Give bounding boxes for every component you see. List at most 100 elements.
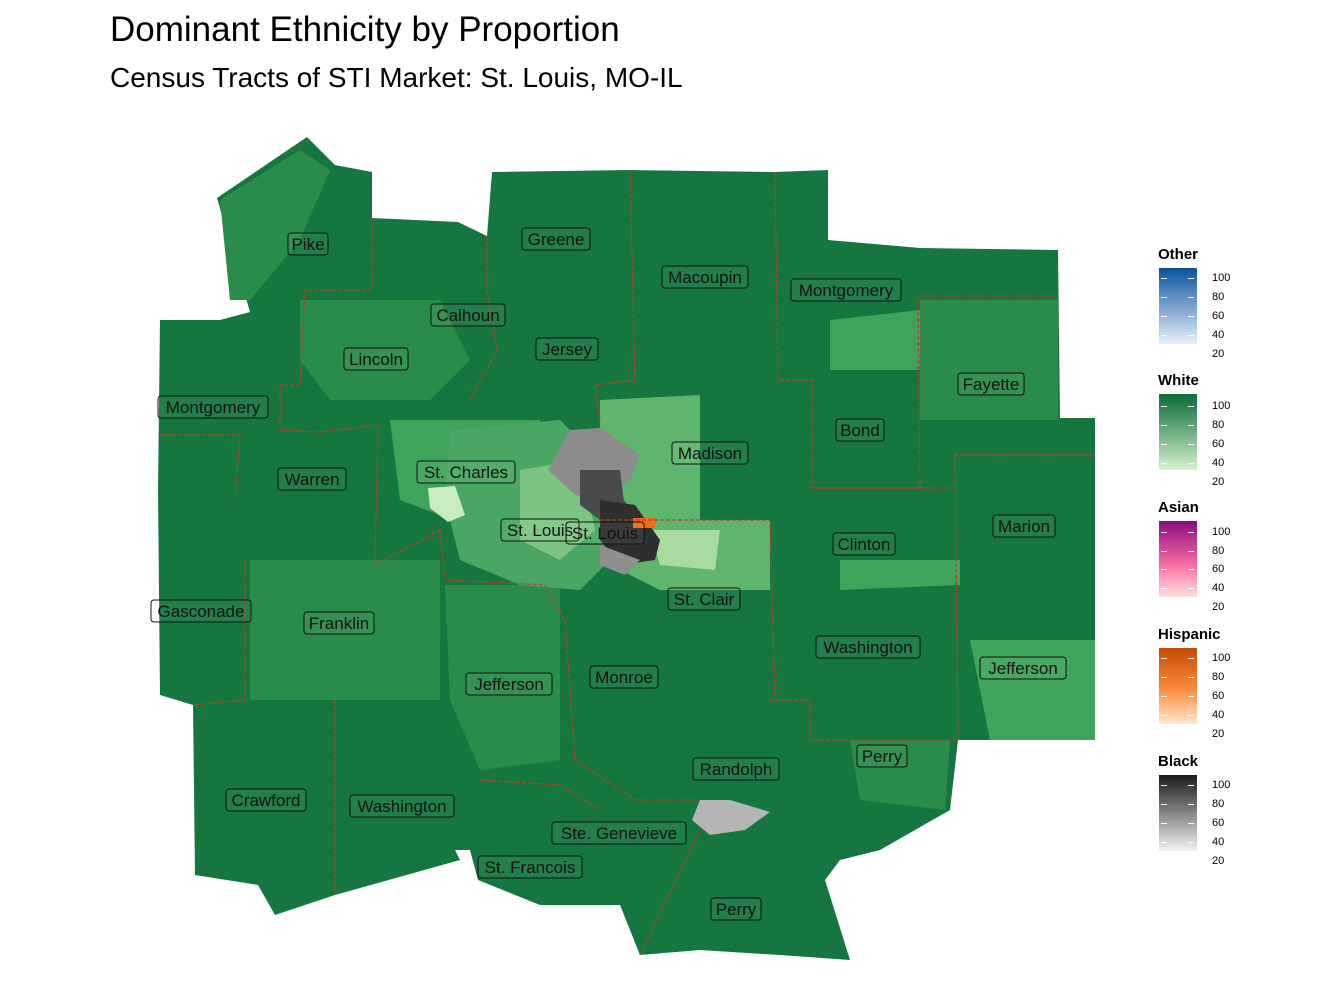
legend-hispanic: Hispanic 100 80 60 40 20 (1158, 626, 1230, 740)
legend-tick-mark (1188, 463, 1194, 464)
legend-title: Hispanic (1158, 626, 1221, 643)
county-label-franklin: Franklin (303, 611, 375, 635)
legend-tick-mark (1188, 551, 1194, 552)
svg-text:Perry: Perry (716, 900, 757, 919)
legend-tick-mark (1188, 532, 1194, 533)
county-label-calhoun: Calhoun (430, 303, 506, 327)
svg-text:Montgomery: Montgomery (166, 398, 261, 417)
svg-text:Perry: Perry (862, 747, 903, 766)
tract-light-jefferson-mo (445, 585, 560, 770)
legend-tick-mark (1161, 297, 1167, 298)
legend-gradient-bar (1159, 521, 1197, 597)
legend-tick-mark (1161, 463, 1167, 464)
legend-tick-mark (1161, 804, 1167, 805)
legend-tick-mark (1161, 658, 1167, 659)
legend-tick: 100 (1212, 652, 1231, 664)
county-label-randolph: Randolph (692, 757, 780, 781)
svg-text:Calhoun: Calhoun (436, 306, 499, 325)
svg-text:Lincoln: Lincoln (349, 350, 403, 369)
legend-tick: 60 (1212, 438, 1225, 450)
legend-tick-mark (1161, 569, 1167, 570)
legend-tick: 20 (1212, 348, 1225, 360)
legend-tick-mark (1188, 588, 1194, 589)
tract-light-mont (830, 310, 920, 370)
legend-tick: 80 (1212, 545, 1225, 557)
legend-black: Black 100 80 60 40 20 (1158, 753, 1230, 867)
legend-tick: 80 (1212, 798, 1225, 810)
svg-text:Monroe: Monroe (595, 668, 653, 687)
county-label-st-charles: St. Charles (416, 460, 516, 484)
legend-tick: 20 (1212, 855, 1225, 867)
legend-tick: 20 (1212, 476, 1225, 488)
svg-text:St. Charles: St. Charles (424, 463, 508, 482)
county-label-macoupin: Macoupin (661, 265, 749, 289)
legend-title: Black (1158, 753, 1199, 770)
svg-text:Washington: Washington (823, 638, 912, 657)
legend-tick-mark (1188, 297, 1194, 298)
county-label-montgomery-il: Montgomery (790, 278, 902, 302)
county-label-marion: Marion (992, 514, 1056, 538)
county-borders (160, 169, 1095, 956)
county-label-washington-mo: Washington (349, 794, 455, 818)
legend-tick-mark (1161, 696, 1167, 697)
legend-tick-mark (1188, 406, 1194, 407)
legend-tick: 60 (1212, 690, 1225, 702)
county-label-st-louis-city: St. Louis (565, 521, 645, 545)
legend-tick-mark (1188, 785, 1194, 786)
legend-tick-mark (1188, 316, 1194, 317)
legend-tick-mark (1188, 823, 1194, 824)
svg-text:Bond: Bond (840, 421, 880, 440)
county-label-st-clair: St. Clair (667, 587, 741, 611)
legend-tick-mark (1188, 335, 1194, 336)
county-label-gasconade: Gasconade (150, 599, 252, 623)
legend-tick-mark (1161, 734, 1167, 735)
svg-text:Pike: Pike (291, 235, 324, 254)
legend-title: Asian (1158, 499, 1199, 516)
county-label-montgomery-mo: Montgomery (157, 395, 269, 419)
svg-text:St. Louis: St. Louis (572, 524, 638, 543)
county-label-warren: Warren (277, 467, 347, 491)
svg-text:St. Francois: St. Francois (485, 858, 576, 877)
legend-tick-mark (1161, 425, 1167, 426)
legend-tick: 40 (1212, 582, 1225, 594)
county-label-bond: Bond (835, 418, 885, 442)
county-label-ste-genevieve: Ste. Genevieve (551, 821, 687, 845)
legend-gradient-bar (1159, 268, 1197, 344)
county-label-jefferson-mo: Jefferson (465, 672, 553, 696)
tract-light-east (920, 300, 1058, 420)
legend-tick-mark (1188, 842, 1194, 843)
county-label-greene: Greene (521, 227, 591, 251)
county-label-jefferson-il: Jefferson (979, 656, 1067, 680)
county-label-st-francois: St. Francois (477, 855, 583, 879)
svg-text:St. Clair: St. Clair (674, 590, 735, 609)
tract-black-south (692, 800, 770, 835)
map-subtitle: Census Tracts of STI Market: St. Louis, … (110, 62, 683, 93)
legend-gradient-bar (1159, 648, 1197, 724)
tract-stclair-pale (650, 530, 720, 570)
svg-text:Jefferson: Jefferson (474, 675, 544, 694)
legend-tick-mark (1161, 823, 1167, 824)
svg-text:Franklin: Franklin (309, 614, 369, 633)
tract-light-north (220, 150, 330, 300)
legend-tick-mark (1188, 444, 1194, 445)
legend-other: Other 100 80 60 40 20 (1158, 246, 1230, 360)
legend-tick-mark (1188, 607, 1194, 608)
legend-tick-mark (1161, 551, 1167, 552)
legend-asian: Asian 100 80 60 40 20 (1158, 499, 1230, 613)
svg-text:Gasconade: Gasconade (158, 602, 245, 621)
county-label-clinton: Clinton (832, 532, 896, 556)
legend-tick-mark (1161, 335, 1167, 336)
svg-text:Clinton: Clinton (838, 535, 891, 554)
svg-text:Fayette: Fayette (963, 375, 1020, 394)
legend-tick: 40 (1212, 457, 1225, 469)
county-label-pike: Pike (287, 232, 329, 256)
svg-text:Randolph: Randolph (700, 760, 773, 779)
tract-black-east (600, 545, 640, 575)
county-label-crawford: Crawford (225, 788, 307, 812)
legend-tick-mark (1188, 677, 1194, 678)
legend-tick: 100 (1212, 779, 1231, 791)
county-label-madison: Madison (671, 441, 749, 465)
legend-title: White (1158, 372, 1199, 389)
county-label-perry-il: Perry (856, 744, 908, 768)
